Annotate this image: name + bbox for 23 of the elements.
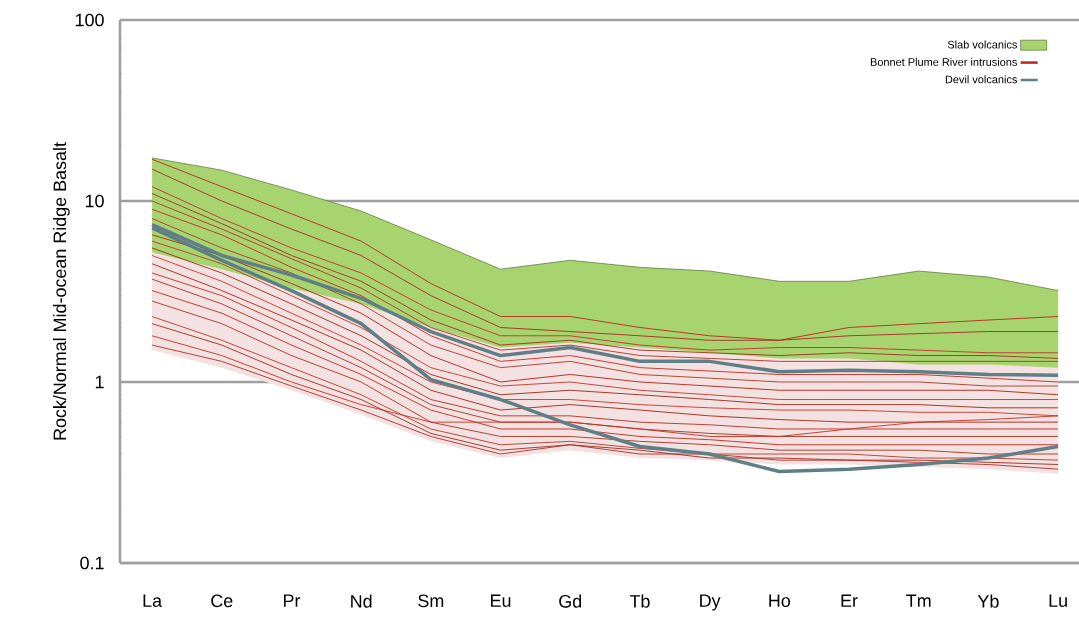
y-tick-label: 1 [95,375,104,389]
legend-label: Devil volcanics [945,75,1017,84]
x-tick-label: Ho [769,594,791,608]
line-series [151,157,1059,291]
x-tick-label: Pr [283,594,301,607]
x-tick-label: Nd [351,594,372,608]
legend-label: Bonnet Plume River intrusions [870,57,1017,66]
y-tick-label: 10 [85,194,104,208]
x-tick-label: Yb [977,594,999,608]
x-tick-label: Er [841,594,858,607]
x-tick-label: Tm [906,594,931,607]
x-tick-label: Dy [700,594,721,611]
y-tick-label: 100 [75,13,104,27]
x-tick-label: Lu [1049,594,1067,608]
x-tick-label: Ce [211,594,233,608]
y-axis-title: Rock/Normal Mid-ocean Ridge Basalt [53,142,70,440]
x-tick-label: Sm [418,594,444,608]
x-tick-label: Tb [629,594,650,608]
y-tick-label: 0.1 [80,556,104,570]
x-tick-label: Gd [559,594,582,608]
x-tick-label: Eu [491,594,511,608]
legend-label: Slab volcanics [947,40,1017,49]
x-tick-label: La [143,594,163,608]
